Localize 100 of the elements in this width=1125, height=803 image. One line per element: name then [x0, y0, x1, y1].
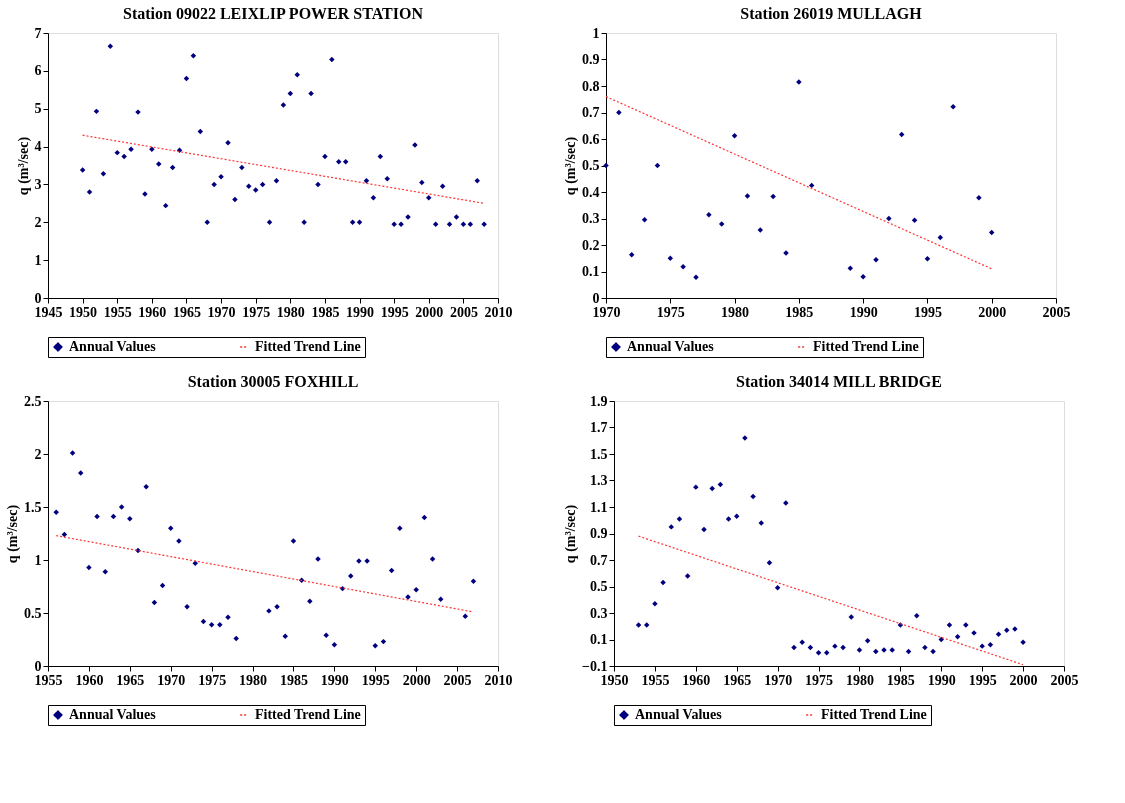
point [860, 274, 866, 280]
point [635, 622, 642, 628]
point [758, 520, 765, 526]
x-tick-label: 2005 [1050, 672, 1079, 688]
point [668, 524, 675, 530]
point [886, 215, 892, 222]
point [151, 599, 158, 606]
point [384, 176, 390, 182]
y-tick-label: 2 [34, 446, 42, 462]
point [282, 633, 289, 640]
point [995, 631, 1002, 637]
x-tick-label: 2005 [443, 672, 472, 688]
point [77, 470, 84, 476]
point [336, 158, 342, 165]
point [676, 516, 683, 522]
point [127, 515, 133, 522]
point [419, 179, 425, 186]
point [731, 133, 738, 139]
point [429, 556, 436, 562]
y-tick-label: 3 [34, 176, 42, 192]
point [372, 643, 379, 649]
point [413, 586, 419, 593]
legend-label: Fitted Trend Line [821, 707, 927, 722]
point [252, 187, 259, 193]
y-tick-label: 0.5 [590, 579, 608, 594]
point [453, 214, 460, 220]
y-tick-label: 0.1 [590, 632, 608, 647]
point [667, 255, 674, 261]
x-tick-label: 1965 [116, 672, 145, 688]
legend-label: Fitted Trend Line [255, 339, 361, 354]
point [167, 525, 174, 531]
point [432, 221, 439, 227]
point [725, 516, 732, 522]
x-tick-label: 1960 [138, 304, 167, 320]
point [190, 52, 197, 59]
y-axis-title: q (m³/sec) [563, 504, 580, 564]
point [211, 181, 217, 188]
y-tick-label: 0.8 [582, 78, 600, 94]
point [246, 183, 252, 190]
point [680, 263, 686, 270]
point [954, 634, 961, 640]
point [118, 504, 125, 510]
point [467, 221, 474, 227]
x-tick-label: 1975 [656, 304, 685, 320]
y-tick-label: 2 [34, 214, 42, 230]
point [69, 450, 76, 456]
point [323, 632, 329, 638]
x-tick-label: 1995 [913, 304, 942, 320]
point [718, 221, 725, 227]
y-tick-label: 1.7 [590, 420, 608, 435]
point [128, 146, 134, 152]
point [439, 183, 446, 190]
chart-title: Station 30005 FOXHILL [187, 373, 359, 390]
point [114, 149, 120, 156]
x-tick-label: 1970 [592, 304, 621, 320]
point [856, 647, 863, 653]
point [53, 509, 59, 516]
y-tick-label: 0 [34, 290, 42, 306]
point [342, 158, 349, 165]
x-tick-label: 1980 [276, 304, 305, 320]
point [652, 600, 658, 607]
point [808, 182, 815, 189]
point [370, 194, 377, 201]
y-tick-label: 1.1 [590, 499, 608, 515]
x-tick-label: 1980 [845, 672, 874, 688]
legend-label: Annual Values [69, 707, 157, 722]
point [963, 622, 969, 628]
point [660, 579, 666, 586]
point [322, 153, 328, 160]
x-tick-label: 1980 [721, 304, 750, 320]
x-tick-label: 1990 [320, 672, 349, 688]
point [799, 639, 805, 645]
point [913, 612, 920, 619]
point [924, 256, 931, 262]
y-tick-label: 0.4 [582, 184, 600, 200]
x-tick-label: 1975 [242, 304, 271, 320]
x-tick-label: 1950 [600, 672, 629, 688]
point [107, 43, 114, 49]
legend-label: Fitted Trend Line [255, 707, 361, 722]
point [377, 153, 384, 160]
point [976, 195, 982, 201]
point [102, 568, 109, 575]
point [143, 484, 149, 490]
point [946, 622, 953, 628]
y-tick-label: 0.3 [590, 605, 608, 621]
point [233, 635, 239, 642]
point [274, 603, 280, 610]
point [823, 650, 830, 656]
point [100, 171, 107, 177]
point [391, 221, 397, 227]
y-tick-label: 1.9 [590, 393, 608, 409]
point [121, 153, 127, 160]
point [184, 603, 190, 610]
x-tick-label: 1950 [69, 304, 98, 320]
point [693, 484, 699, 490]
legend-label: Annual Values [627, 339, 715, 354]
y-tick-label: 0.6 [582, 131, 600, 147]
point [208, 621, 215, 628]
point [349, 219, 356, 226]
y-tick-label: 1.3 [590, 473, 608, 488]
